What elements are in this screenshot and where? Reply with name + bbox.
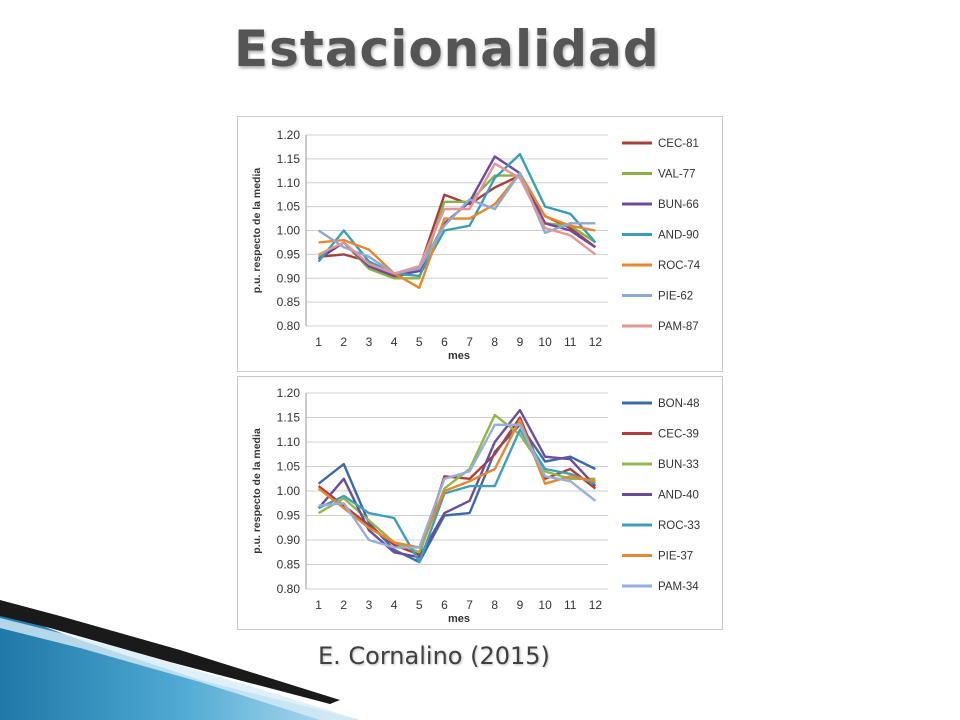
x-tick-label: 7 (466, 335, 473, 349)
x-axis-label: mes (448, 350, 470, 362)
corner-dark-stripe (0, 600, 340, 704)
y-tick-label: 1.05 (277, 460, 301, 474)
y-tick-label: 0.80 (277, 319, 301, 333)
chart-bottom-svg: 0.800.850.900.951.001.051.101.151.201 2 3 4… (251, 386, 700, 625)
y-tick-label: 1.15 (277, 152, 301, 166)
y-tick-label: 1.20 (277, 386, 301, 400)
series-line-roc-33 (318, 428, 596, 564)
y-tick-label: 1.20 (277, 128, 301, 142)
series-line-pam-87 (318, 162, 597, 275)
x-tick-label: 11 (564, 598, 577, 612)
y-axis-label: p.u. respecto de la media (251, 428, 263, 554)
legend-label: BUN-33 (658, 459, 699, 471)
legend-label: AND-40 (658, 490, 699, 502)
y-tick-label: 1.10 (277, 176, 301, 190)
x-tick-label: 7 (466, 598, 473, 612)
x-tick-label: 8 (491, 335, 498, 349)
x-tick-label: 4 (391, 335, 398, 349)
legend-label: VAL-77 (658, 169, 696, 181)
x-tick-label: 10 (538, 335, 552, 349)
series-line-roc-74 (318, 172, 596, 290)
legend-label: ROC-74 (658, 260, 701, 272)
citation: E. Cornalino (2015) (318, 642, 550, 670)
y-tick-label: 1.05 (277, 200, 301, 214)
y-tick-label: 1.15 (277, 411, 301, 425)
series-line-pie-62 (317, 172, 596, 275)
legend-label: BON-48 (658, 398, 700, 410)
x-tick-label: 12 (589, 598, 603, 612)
y-tick-label: 0.85 (277, 558, 301, 572)
x-tick-label: 6 (441, 335, 448, 349)
y-tick-label: 1.10 (277, 435, 301, 449)
slide-title: Estacionalidad (234, 20, 660, 78)
x-tick-label: 12 (589, 335, 603, 349)
series-line-bon-48 (317, 423, 596, 564)
x-tick-label: 3 (366, 335, 373, 349)
x-tick-label: 10 (538, 598, 552, 612)
x-tick-label: 8 (491, 598, 498, 612)
y-tick-label: 1.00 (277, 224, 301, 238)
x-tick-label: 3 (366, 598, 373, 612)
seasonality-chart-top: 0.80 0.85 0.90 0.95 1.00 1.05 1.10 1.15 1.20 1 2 3 4… (237, 116, 723, 372)
y-tick-label: 0.95 (277, 509, 301, 523)
series-line-and-40 (317, 408, 597, 559)
x-tick-label: 11 (564, 335, 577, 349)
y-axis-label: p.u. respecto de la media (251, 168, 263, 294)
legend-label: PAM-34 (658, 581, 699, 593)
x-tick-label: 6 (441, 598, 448, 612)
corner-blue-sweep (0, 610, 360, 720)
x-tick-label: 1 (315, 598, 322, 612)
legend-label: PIE-37 (658, 551, 693, 563)
chart-top-svg: 0.800.850.900.951.001.051.101.151.201 2 3 4… (251, 128, 701, 362)
corner-light-stripe (0, 618, 360, 720)
x-tick-label: 2 (340, 598, 347, 612)
x-tick-label: 2 (340, 335, 347, 349)
y-tick-label: 0.80 (277, 582, 301, 596)
y-tick-label: 0.95 (277, 247, 301, 261)
x-axis-label: mes (448, 613, 470, 625)
series-line-pam-34 (318, 423, 597, 549)
legend-label: CEC-81 (658, 138, 699, 150)
x-tick-label: 9 (517, 335, 524, 349)
legend-label: AND-90 (658, 230, 699, 242)
y-tick-label: 1.00 (277, 484, 301, 498)
legend-label: BUN-66 (658, 199, 699, 211)
series-line-bun-33 (317, 413, 596, 554)
legend-label: PIE-62 (658, 291, 693, 303)
seasonality-chart-bottom: 0.80 0.85 0.90 0.95 1.00 1.05 1.10 1.15 1.20 1 2 3 4… (237, 376, 723, 630)
y-tick-label: 0.90 (277, 533, 301, 547)
x-tick-label: 5 (416, 598, 423, 612)
y-tick-label: 0.90 (277, 271, 301, 285)
x-tick-label: 4 (391, 598, 398, 612)
y-tick-label: 0.85 (277, 295, 301, 309)
series-line-pie-37 (317, 418, 596, 549)
x-tick-label: 9 (517, 598, 524, 612)
legend-label: CEC-39 (658, 429, 699, 441)
legend-label: PAM-87 (658, 321, 699, 333)
x-tick-label: 1 (315, 335, 322, 349)
x-tick-label: 5 (416, 335, 423, 349)
legend-label: ROC-33 (658, 520, 700, 532)
